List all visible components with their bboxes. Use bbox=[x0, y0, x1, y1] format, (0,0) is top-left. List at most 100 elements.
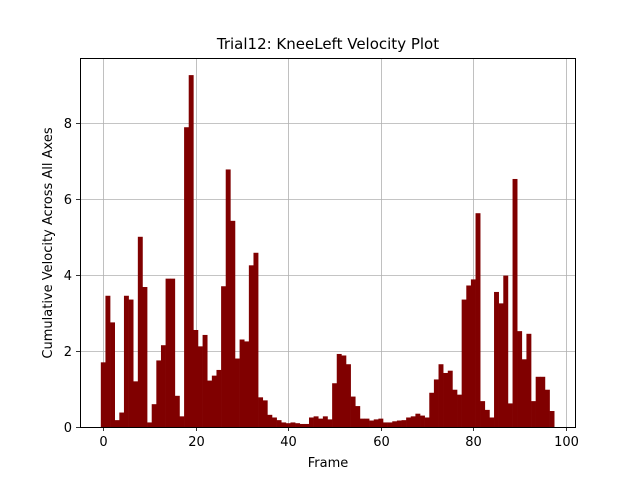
bar-frame-84 bbox=[489, 417, 495, 427]
bar-frame-57 bbox=[364, 418, 370, 427]
bar-frame-36 bbox=[267, 414, 273, 427]
bar-frame-70 bbox=[424, 417, 430, 427]
bar-frame-67 bbox=[410, 416, 416, 427]
bar-frame-2 bbox=[110, 322, 115, 427]
bar-frame-75 bbox=[447, 370, 453, 427]
bar-frame-88 bbox=[507, 403, 513, 427]
bar-frame-93 bbox=[531, 401, 536, 427]
x-tick-label: 40 bbox=[280, 435, 297, 450]
bar-frame-81 bbox=[475, 213, 481, 427]
bar-frame-39 bbox=[281, 422, 287, 427]
bar-frame-45 bbox=[309, 417, 314, 427]
bar-frame-20 bbox=[193, 329, 199, 427]
y-tick-label: 2 bbox=[64, 345, 72, 360]
bar-frame-31 bbox=[244, 341, 250, 427]
bar-frame-19 bbox=[188, 75, 194, 428]
bar-frame-76 bbox=[452, 389, 458, 427]
bar-frame-6 bbox=[128, 299, 134, 427]
bar-frame-64 bbox=[396, 420, 402, 427]
bar-frame-40 bbox=[285, 423, 291, 427]
bar-frame-66 bbox=[406, 417, 412, 427]
bar-frame-26 bbox=[221, 286, 227, 427]
bar-frame-41 bbox=[290, 422, 296, 427]
bar-frame-47 bbox=[318, 418, 324, 427]
bar-frame-63 bbox=[392, 421, 398, 427]
bars-layer bbox=[100, 75, 555, 428]
bar-frame-83 bbox=[484, 409, 490, 427]
bar-frame-43 bbox=[299, 423, 305, 427]
bar-frame-4 bbox=[119, 412, 125, 427]
bar-frame-69 bbox=[420, 415, 425, 427]
bar-frame-51 bbox=[336, 353, 342, 427]
bar-frame-92 bbox=[526, 333, 532, 427]
chart-title: Trial12: KneeLeft Velocity Plot bbox=[216, 35, 439, 53]
bar-frame-15 bbox=[170, 278, 176, 427]
bar-frame-42 bbox=[295, 423, 301, 427]
bar-frame-65 bbox=[401, 420, 407, 427]
bar-frame-85 bbox=[494, 291, 499, 427]
bar-frame-61 bbox=[383, 422, 388, 427]
bar-frame-46 bbox=[313, 416, 319, 427]
bar-frame-21 bbox=[197, 346, 203, 427]
bar-frame-25 bbox=[216, 369, 222, 427]
bar-frame-72 bbox=[433, 379, 439, 427]
bar-frame-18 bbox=[184, 127, 190, 428]
y-axis-label: Cumulative Velocity Across All Axes bbox=[41, 127, 56, 358]
bar-frame-91 bbox=[521, 359, 527, 427]
bar-frame-17 bbox=[179, 416, 185, 427]
bar-frame-79 bbox=[466, 285, 472, 427]
bar-frame-1 bbox=[105, 295, 111, 427]
x-tick-label: 0 bbox=[99, 435, 107, 450]
bar-frame-8 bbox=[137, 236, 143, 427]
bar-frame-0 bbox=[100, 362, 106, 427]
bar-frame-94 bbox=[535, 376, 541, 427]
bar-frame-97 bbox=[549, 411, 555, 427]
bar-frame-55 bbox=[355, 406, 361, 427]
x-axis: 0 20 40 60 80 100 bbox=[99, 427, 579, 450]
x-tick-label: 100 bbox=[554, 435, 579, 450]
bar-frame-44 bbox=[304, 423, 310, 427]
y-tick-label: 0 bbox=[64, 421, 72, 436]
bar-frame-16 bbox=[174, 395, 180, 427]
bar-frame-54 bbox=[350, 396, 356, 427]
bar-frame-56 bbox=[359, 418, 365, 427]
bar-frame-95 bbox=[540, 376, 546, 427]
bar-frame-23 bbox=[207, 380, 213, 427]
y-tick-label: 8 bbox=[64, 117, 72, 132]
bar-frame-14 bbox=[165, 278, 171, 427]
bar-frame-33 bbox=[253, 252, 259, 427]
bar-frame-52 bbox=[341, 355, 347, 427]
bar-frame-74 bbox=[443, 372, 449, 427]
bar-frame-35 bbox=[262, 400, 268, 427]
bar-frame-90 bbox=[517, 331, 523, 427]
bar-frame-86 bbox=[498, 303, 504, 427]
bar-frame-89 bbox=[512, 178, 518, 427]
y-tick-label: 6 bbox=[64, 193, 72, 208]
bar-frame-10 bbox=[147, 422, 153, 427]
bar-frame-80 bbox=[470, 279, 476, 427]
bar-frame-87 bbox=[503, 275, 509, 427]
bar-frame-34 bbox=[258, 397, 264, 427]
bar-frame-77 bbox=[457, 394, 462, 427]
bar-frame-22 bbox=[202, 334, 208, 427]
y-tick-label: 4 bbox=[64, 269, 72, 284]
bar-frame-12 bbox=[156, 360, 162, 427]
bar-frame-50 bbox=[332, 383, 338, 427]
bar-frame-24 bbox=[211, 375, 217, 427]
bar-frame-82 bbox=[480, 401, 486, 427]
y-axis: 0 2 4 6 8 bbox=[64, 117, 80, 436]
x-tick-label: 60 bbox=[373, 435, 390, 450]
plot-frame bbox=[80, 58, 576, 428]
bar-frame-96 bbox=[544, 389, 550, 427]
bar-frame-29 bbox=[234, 358, 240, 427]
bar-frame-7 bbox=[133, 381, 139, 427]
bar-frame-58 bbox=[369, 420, 375, 427]
bar-frame-78 bbox=[461, 299, 467, 427]
bar-frame-60 bbox=[378, 418, 384, 427]
x-axis-label: Frame bbox=[308, 456, 349, 471]
bar-frame-59 bbox=[373, 419, 379, 427]
bar-frame-62 bbox=[387, 422, 393, 427]
bar-frame-5 bbox=[123, 295, 129, 427]
